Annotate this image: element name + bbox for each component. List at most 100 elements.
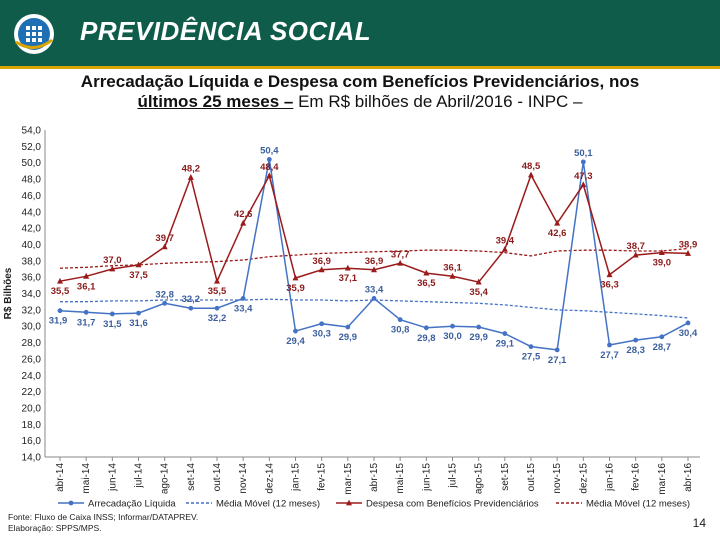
despesa-point [449, 272, 456, 279]
arrecadacao-point [397, 317, 403, 323]
despesa-point [214, 277, 220, 284]
arrecadacao-point [319, 321, 325, 327]
despesa-point [161, 243, 168, 250]
arrecadacao-data-label: 33,4 [234, 303, 253, 314]
despesa-point [292, 274, 299, 281]
y-tick-label: 42,0 [22, 224, 42, 235]
despesa-data-label: 37,7 [391, 249, 410, 260]
despesa-point [554, 219, 561, 226]
despesa-point [371, 266, 377, 273]
moving-average-arrecadacao-line [60, 298, 689, 319]
arrecadacao-data-label: 29,9 [469, 332, 488, 343]
arrecadacao-point [240, 296, 246, 301]
y-tick-label: 50,0 [22, 158, 42, 169]
despesa-data-label: 37,0 [103, 255, 122, 266]
despesa-data-label: 37,1 [339, 273, 358, 284]
legend-despesa-marker [346, 499, 352, 506]
despesa-data-label: 38,7 [626, 241, 645, 252]
x-tick-label: mai-15 [395, 463, 406, 494]
despesa-point [109, 265, 116, 272]
x-tick-label: jul-15 [448, 463, 459, 489]
x-tick-label: out-14 [212, 463, 223, 492]
x-tick-label: mar-15 [343, 463, 354, 495]
y-tick-label: 34,0 [22, 289, 42, 300]
arrecadacao-point [188, 305, 194, 311]
despesa-data-label: 42,6 [548, 228, 567, 239]
y-axis-label: R$ Bilhões [3, 267, 14, 319]
x-tick-label: jan-15 [291, 463, 302, 492]
y-tick-label: 22,0 [22, 387, 42, 398]
x-tick-label: mar-16 [657, 463, 668, 495]
y-tick-label: 52,0 [22, 142, 42, 153]
arrecadacao-data-label: 50,4 [260, 145, 279, 156]
x-tick-label: fev-15 [317, 463, 328, 491]
y-tick-label: 24,0 [22, 371, 42, 382]
arrecadacao-data-label: 30,8 [391, 325, 410, 336]
x-tick-label: jun-15 [421, 463, 432, 492]
arrecadacao-data-label: 32,2 [208, 313, 227, 324]
despesa-data-label: 37,5 [129, 270, 148, 281]
arrecadacao-data-label: 32,8 [155, 289, 174, 300]
despesa-point [135, 261, 142, 268]
y-tick-label: 32,0 [22, 305, 42, 316]
despesa-point [632, 251, 639, 258]
legend-despesa-label: Despesa com Benefícios Previdenciários [366, 499, 539, 510]
x-tick-label: abr-16 [683, 463, 694, 492]
x-tick-label: abr-14 [55, 463, 66, 492]
arrecadacao-data-label: 29,9 [339, 332, 358, 343]
despesa-point [580, 181, 587, 188]
x-tick-label: nov-15 [552, 463, 563, 494]
line-chart: 14,0 16,0 18,0 20,0 22,0 24,0 26,0 28,0 30,0 32,0… [3, 126, 700, 510]
arrecadacao-data-label: 32,2 [182, 294, 201, 305]
y-tick-label: 28,0 [22, 338, 42, 349]
y-tick-label: 14,0 [22, 453, 42, 464]
arrecadacao-data-label: 29,8 [417, 333, 436, 344]
despesa-point [528, 171, 534, 178]
legend-arrecadacao-label: Arrecadação Líquida [88, 499, 176, 510]
despesa-data-label: 35,5 [208, 286, 227, 297]
title-line-1: Arrecadação Líquida e Despesa com Benefí… [80, 72, 640, 91]
arrecadacao-data-label: 29,1 [496, 339, 515, 350]
legend-moving-average-despesa-label: Média Móvel (12 meses) [586, 499, 690, 510]
despesa-data-label: 39,0 [653, 258, 672, 269]
x-tick-label: abr-15 [369, 463, 380, 492]
despesa-point [658, 249, 665, 256]
despesa-data-label: 36,1 [443, 262, 462, 273]
arrecadacao-point [450, 323, 455, 329]
despesa-point [475, 278, 482, 285]
despesa-data-label: 35,4 [469, 287, 488, 298]
x-tick-label: fev-16 [631, 463, 642, 491]
despesa-data-label: 42,6 [234, 209, 253, 220]
previdencia-logo-icon [14, 14, 54, 54]
y-tick-label: 48,0 [22, 175, 42, 186]
despesa-point [240, 219, 247, 226]
arrecadacao-data-label: 27,7 [600, 350, 619, 361]
arrecadacao-point [685, 320, 691, 326]
y-tick-label: 54,0 [22, 126, 42, 137]
arrecadacao-data-label: 28,3 [626, 345, 645, 356]
despesa-data-label: 36,5 [417, 278, 436, 289]
y-tick-label: 20,0 [22, 403, 42, 414]
despesa-data-label: 47,3 [574, 171, 593, 182]
despesa-data-label: 48,4 [260, 162, 279, 173]
arrecadacao-point [109, 311, 115, 317]
despesa-point [501, 245, 508, 252]
arrecadacao-point [266, 157, 272, 162]
elaboration-text: Elaboração: SPPS/MPS. [8, 523, 102, 533]
x-tick-label: nov-14 [238, 463, 249, 494]
y-tick-label: 18,0 [22, 420, 42, 431]
arrecadacao-data-label: 33,4 [365, 284, 384, 295]
x-tick-label: ago-14 [160, 463, 171, 495]
x-tick-label: out-15 [526, 463, 537, 492]
despesa-data-label: 36,9 [312, 256, 331, 267]
arrecadacao-point [214, 305, 220, 311]
arrecadacao-data-label: 50,1 [574, 148, 593, 159]
arrecadacao-point [580, 159, 586, 165]
title-line-2-bold: últimos 25 meses – [137, 92, 294, 111]
x-tick-label: set-14 [186, 463, 197, 491]
despesa-point [318, 266, 325, 273]
x-tick-label: dez-14 [264, 463, 275, 494]
arrecadacao-data-label: 31,9 [49, 316, 68, 327]
title-line-2-rest: Em R$ bilhões de Abril/2016 - INPC – [293, 92, 583, 111]
header-bar: PREVIDÊNCIA SOCIAL [0, 0, 720, 68]
